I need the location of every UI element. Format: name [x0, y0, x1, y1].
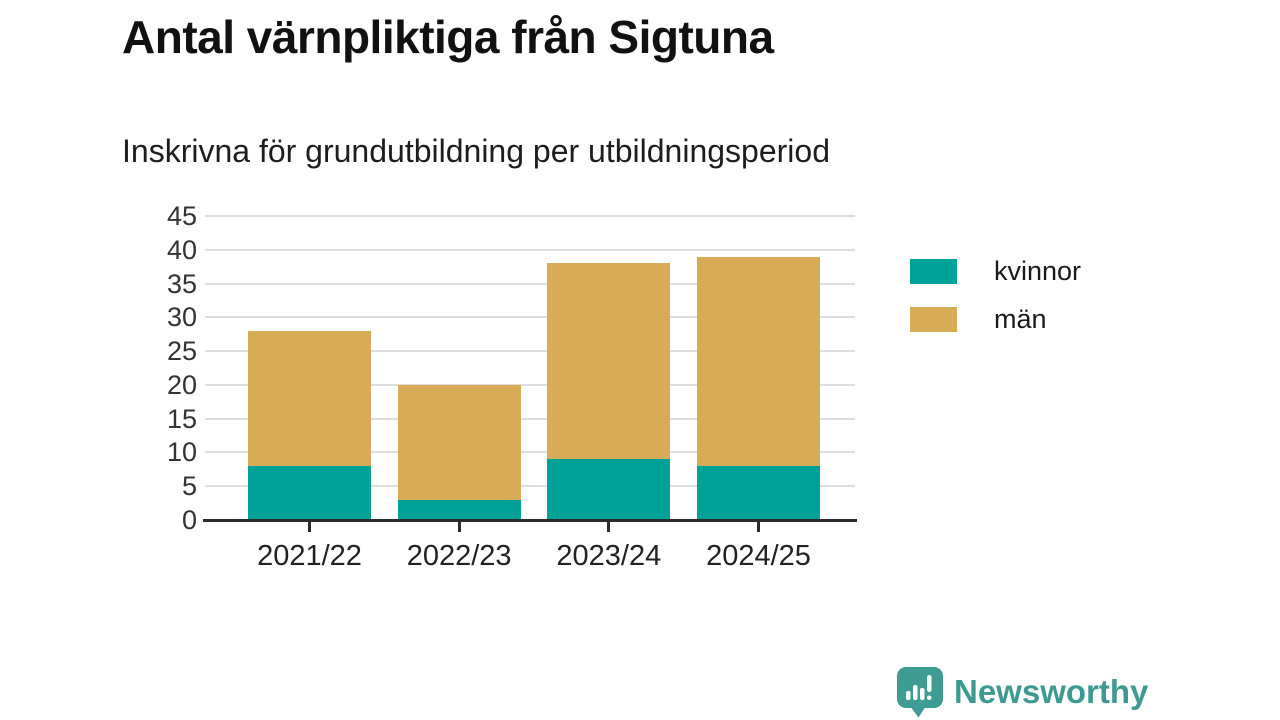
legend-swatch-kvinnor: [910, 258, 957, 284]
gridline: [205, 248, 855, 251]
chart-subtitle: Inskrivna för grundutbildning per utbild…: [122, 133, 830, 169]
y-axis: 0 5 10 15 20 25 30 35 40 45: [0, 202, 197, 534]
legend: kvinnor män: [910, 247, 1081, 343]
y-tick-label: 5: [181, 471, 197, 502]
y-tick-label: 45: [166, 201, 197, 231]
legend-label: kvinnor: [994, 255, 1082, 286]
legend-item-kvinnor: kvinnor: [910, 247, 1081, 295]
y-tick-label: 15: [166, 403, 197, 434]
gridline: [205, 485, 855, 488]
y-tick-label: 20: [166, 369, 197, 400]
y-tick-label: 25: [166, 336, 197, 367]
y-tick-label: 30: [166, 302, 197, 333]
newsworthy-logo-icon: [897, 667, 943, 718]
x-axis-line: [203, 519, 857, 522]
x-tick: [757, 521, 760, 532]
gridline: [205, 417, 855, 420]
gridline: [205, 215, 855, 217]
legend-label: män: [994, 303, 1047, 334]
bar-segment-män-2021/22: [248, 330, 371, 466]
gridline: [205, 282, 855, 285]
gridline: [205, 316, 855, 319]
legend-swatch-män: [910, 306, 957, 332]
x-tick-label: 2022/23: [406, 540, 512, 572]
plot-area: 2021/22 2022/23 2023/24 2024/25: [203, 215, 857, 572]
newsworthy-logo-text: Newsworthy: [954, 673, 1149, 710]
brand-logo: Newsworthy: [896, 666, 1148, 718]
bar-segment-kvinnor-2022/23: [397, 499, 521, 520]
bar-segment-kvinnor-2021/22: [248, 465, 371, 520]
x-tick-label: 2024/25: [706, 540, 811, 572]
x-tick-label: 2023/24: [556, 540, 662, 572]
bar-segment-kvinnor-2023/24: [547, 459, 671, 520]
bar-segment-män-2022/23: [397, 384, 521, 500]
gridline: [205, 350, 855, 353]
chart-title: Antal värnpliktiga från Sigtuna: [122, 11, 774, 63]
x-tick: [607, 521, 611, 532]
bar-segment-män-2023/24: [547, 263, 671, 460]
y-tick-label: 40: [166, 234, 197, 265]
legend-item-män: män: [910, 295, 1081, 343]
y-tick-label: 0: [181, 505, 197, 535]
bar-segment-kvinnor-2024/25: [697, 465, 820, 520]
x-tick: [308, 521, 311, 532]
x-tick: [457, 521, 461, 532]
x-tick-label: 2021/22: [257, 540, 362, 572]
y-tick-label: 10: [166, 437, 197, 468]
gridline: [205, 383, 855, 386]
y-tick-label: 35: [166, 268, 197, 299]
bar-segment-män-2024/25: [697, 256, 820, 466]
gridline: [205, 451, 855, 454]
